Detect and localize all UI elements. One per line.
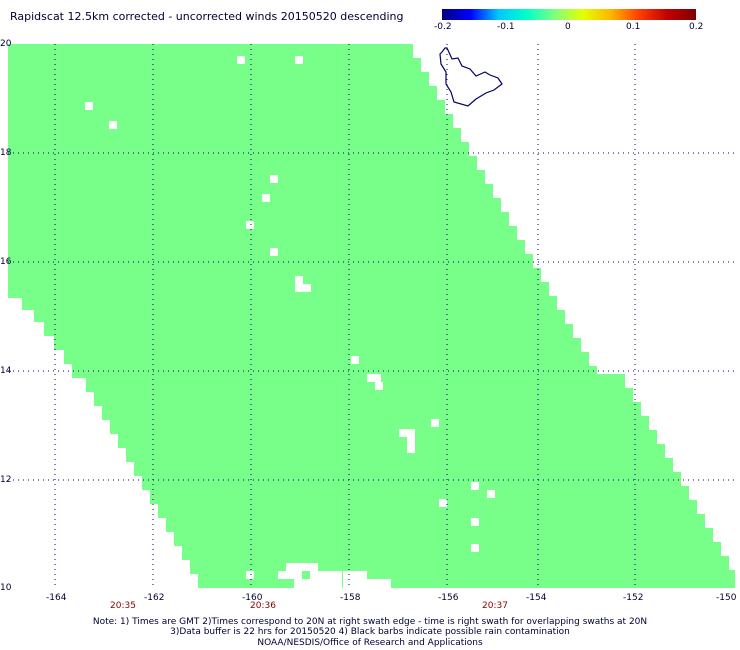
colorbar <box>442 9 696 20</box>
lon-tick: -154 <box>526 593 547 603</box>
data-gap <box>375 382 383 390</box>
data-gap <box>303 284 311 292</box>
data-gaps <box>85 56 495 588</box>
data-gap <box>278 571 302 579</box>
data-gap <box>439 499 447 507</box>
colorbar-label: 0 <box>565 22 571 32</box>
data-gap <box>367 374 381 382</box>
wind-swath <box>8 44 735 588</box>
hawaii-coastline <box>439 47 503 107</box>
wind-map <box>8 44 735 588</box>
lon-tick: -164 <box>46 593 67 603</box>
data-gap <box>431 419 439 427</box>
colorbar-label: -0.2 <box>434 22 452 32</box>
colorbar-label: 0.2 <box>689 22 704 32</box>
data-gap <box>471 544 479 552</box>
data-gap <box>294 579 342 588</box>
data-gap <box>471 518 479 526</box>
lat-tick: 14 <box>0 366 12 376</box>
data-gap <box>270 175 278 183</box>
data-gap <box>262 194 270 202</box>
lon-tick: -152 <box>623 593 644 603</box>
lat-tick: 10 <box>0 583 12 593</box>
lat-tick: 20 <box>0 39 12 49</box>
data-gap <box>295 276 303 292</box>
lat-tick: 18 <box>0 148 12 158</box>
time-label: 20:37 <box>482 601 508 611</box>
data-gap <box>343 571 367 588</box>
colorbar-label: 0.1 <box>626 22 641 32</box>
data-gap <box>85 102 93 110</box>
data-gap <box>246 571 254 579</box>
data-gap <box>351 356 359 364</box>
data-gap <box>109 121 117 129</box>
data-gap <box>407 437 415 453</box>
note-line-3: NOAA/NESDIS/Office of Research and Appli… <box>257 638 483 648</box>
data-gap <box>399 429 415 437</box>
note-line-1: Note: 1) Times are GMT 2)Times correspon… <box>92 617 648 627</box>
time-label: 20:35 <box>110 601 136 611</box>
data-gap <box>270 248 278 256</box>
data-gap <box>237 56 245 64</box>
data-gap <box>295 56 303 64</box>
data-gap <box>286 563 318 571</box>
lon-tick: -160 <box>242 593 263 603</box>
lat-tick: 16 <box>0 257 12 267</box>
data-gap <box>487 490 495 498</box>
lon-tick: -158 <box>340 593 361 603</box>
time-label: 20:36 <box>250 601 276 611</box>
data-gap <box>367 579 391 588</box>
lon-tick: -162 <box>144 593 165 603</box>
colorbar-label: -0.1 <box>497 22 515 32</box>
swath-area <box>8 44 735 588</box>
lon-tick: -156 <box>438 593 459 603</box>
map-title: Rapidscat 12.5km corrected - uncorrected… <box>10 10 404 23</box>
note-line-2: 3)Data buffer is 22 hrs for 20150520 4) … <box>170 627 570 637</box>
lat-tick: 12 <box>0 475 12 485</box>
data-gap <box>246 221 254 229</box>
lon-tick: -150 <box>716 593 737 603</box>
data-gap <box>471 482 479 490</box>
lat-lon-grid <box>8 44 735 588</box>
